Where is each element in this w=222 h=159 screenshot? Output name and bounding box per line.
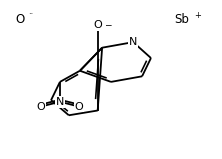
- Text: O: O: [74, 102, 83, 111]
- Text: ··: ··: [28, 11, 34, 20]
- Text: +: +: [194, 11, 201, 20]
- Text: N: N: [56, 97, 64, 107]
- Text: O: O: [93, 20, 102, 30]
- Text: O: O: [15, 13, 25, 26]
- Text: N: N: [129, 37, 137, 47]
- Text: Sb: Sb: [174, 13, 190, 26]
- Text: O: O: [37, 102, 46, 111]
- Text: −: −: [104, 20, 112, 29]
